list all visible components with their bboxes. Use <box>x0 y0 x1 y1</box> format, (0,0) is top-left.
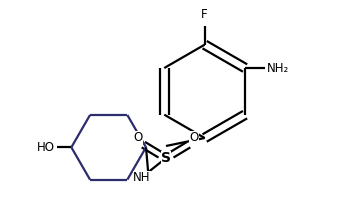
Text: O: O <box>189 131 199 144</box>
Text: F: F <box>201 8 208 21</box>
Text: NH₂: NH₂ <box>267 62 289 75</box>
Text: S: S <box>161 151 171 165</box>
Text: O: O <box>133 131 143 144</box>
Text: HO: HO <box>37 141 55 154</box>
Text: NH: NH <box>133 171 151 185</box>
